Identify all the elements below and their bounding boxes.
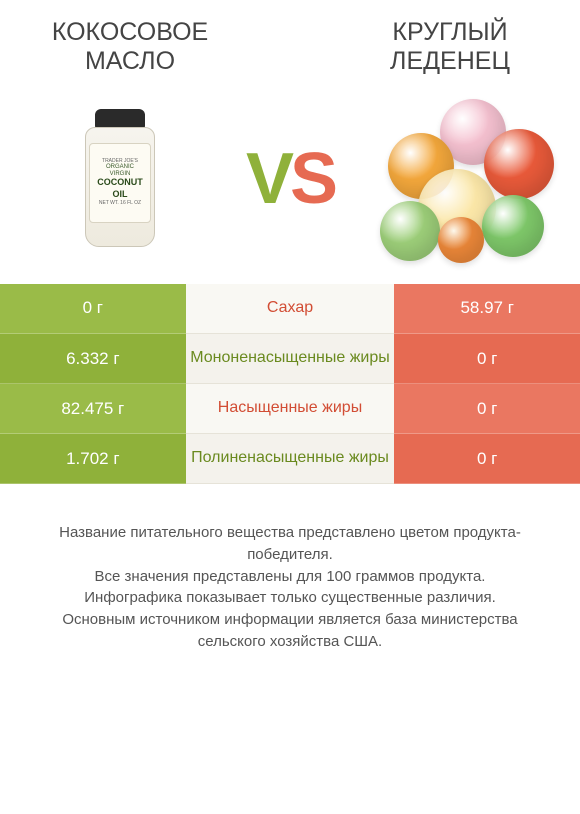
left-value: 1.702 г: [0, 434, 186, 484]
candy-icon: [482, 195, 544, 257]
nutrient-label: Полиненасыщенные жиры: [186, 434, 395, 484]
nutrient-label: Сахар: [186, 284, 395, 334]
right-title: Круглый леденец: [350, 18, 550, 76]
right-value: 58.97 г: [394, 284, 580, 334]
left-value: 82.475 г: [0, 384, 186, 434]
candy-icon: [484, 129, 554, 199]
table-row: 6.332 гМононенасыщенные жиры0 г: [0, 334, 580, 384]
coconut-oil-jar-icon: TRADER JOE'S ORGANIC VIRGIN COCONUT OIL …: [85, 109, 155, 249]
left-value: 0 г: [0, 284, 186, 334]
vs-v: V: [246, 139, 290, 219]
table-row: 1.702 гПолиненасыщенные жиры0 г: [0, 434, 580, 484]
candy-icon: [380, 201, 440, 261]
footer-line: Основным источником информации является …: [28, 609, 552, 653]
candy-icon: [438, 217, 484, 263]
nutrient-label: Насыщенные жиры: [186, 384, 395, 434]
right-value: 0 г: [394, 434, 580, 484]
footer-line: Инфографика показывает только существенн…: [28, 587, 552, 609]
footer-line: Название питательного вещества представл…: [28, 522, 552, 566]
footer-line: Все значения представлены для 100 граммо…: [28, 566, 552, 588]
left-product-image: TRADER JOE'S ORGANIC VIRGIN COCONUT OIL …: [40, 94, 200, 264]
jar-label: TRADER JOE'S ORGANIC VIRGIN COCONUT OIL …: [89, 143, 151, 223]
right-product-image: [380, 94, 540, 264]
candies-icon: [380, 99, 540, 259]
left-title: Кокосовое масло: [30, 18, 230, 76]
images-row: TRADER JOE'S ORGANIC VIRGIN COCONUT OIL …: [0, 84, 580, 284]
table-row: 0 гСахар58.97 г: [0, 284, 580, 334]
left-value: 6.332 г: [0, 334, 186, 384]
vs-label: VS: [246, 138, 334, 220]
header: Кокосовое масло Круглый леденец: [0, 0, 580, 84]
table-row: 82.475 гНасыщенные жиры0 г: [0, 384, 580, 434]
footer-notes: Название питательного вещества представл…: [0, 484, 580, 653]
nutrient-label: Мононенасыщенные жиры: [186, 334, 395, 384]
right-value: 0 г: [394, 384, 580, 434]
comparison-table: 0 гСахар58.97 г6.332 гМононенасыщенные ж…: [0, 284, 580, 485]
vs-s: S: [290, 139, 334, 219]
right-value: 0 г: [394, 334, 580, 384]
